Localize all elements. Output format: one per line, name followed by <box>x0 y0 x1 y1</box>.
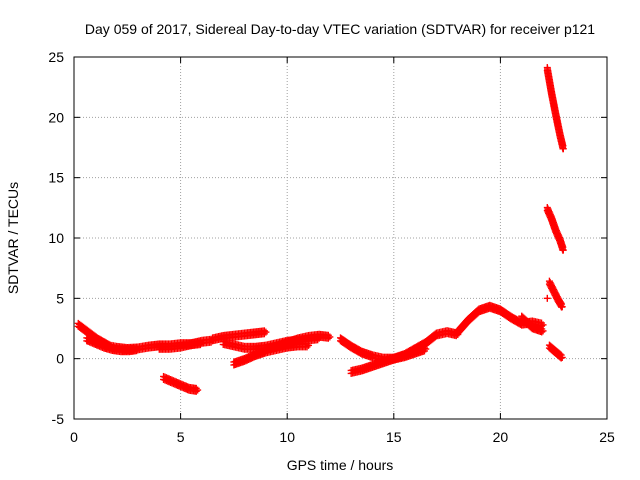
data-point <box>324 334 332 342</box>
y-tick-label: 10 <box>48 230 64 246</box>
data-point <box>305 341 313 349</box>
x-tick-label: 0 <box>70 429 78 445</box>
x-tick-label: 15 <box>386 429 402 445</box>
data-point <box>539 321 547 329</box>
data-point <box>303 343 311 351</box>
data-point <box>559 246 567 254</box>
data-point <box>192 387 200 395</box>
data-point <box>538 328 546 336</box>
data-point <box>198 339 206 347</box>
y-tick-label: 20 <box>48 109 64 125</box>
x-tick-labels: 0 5 10 15 20 25 <box>70 429 615 445</box>
y-tick-label: 5 <box>56 290 64 306</box>
x-tick-label: 25 <box>599 429 615 445</box>
data-point <box>558 303 566 311</box>
y-tick-label: 0 <box>56 351 64 367</box>
data-point <box>543 294 551 302</box>
data-point <box>194 386 202 394</box>
plot-frame <box>73 56 608 420</box>
data-point <box>262 328 270 336</box>
x-axis-label: GPS time / hours <box>287 457 394 473</box>
y-tick-label: -5 <box>52 411 65 427</box>
data-point <box>326 333 334 341</box>
x-tick-label: 10 <box>279 429 295 445</box>
y-tick-label: 15 <box>48 170 64 186</box>
data-series-sdtvar <box>74 64 567 395</box>
x-tick-label: 5 <box>177 429 185 445</box>
grid-lines <box>74 57 607 419</box>
x-tick-label: 20 <box>493 429 509 445</box>
y-axis-label: SDTVAR / TECUs <box>5 182 21 294</box>
y-tick-label: 25 <box>48 49 64 65</box>
data-point <box>134 345 142 353</box>
data-point <box>559 145 567 153</box>
data-point <box>539 327 547 335</box>
data-point <box>422 345 430 353</box>
y-tick-labels: -5 0 5 10 15 20 25 <box>48 49 64 427</box>
chart-title: Day 059 of 2017, Sidereal Day-to-day VTE… <box>85 21 595 37</box>
data-point <box>558 353 566 361</box>
